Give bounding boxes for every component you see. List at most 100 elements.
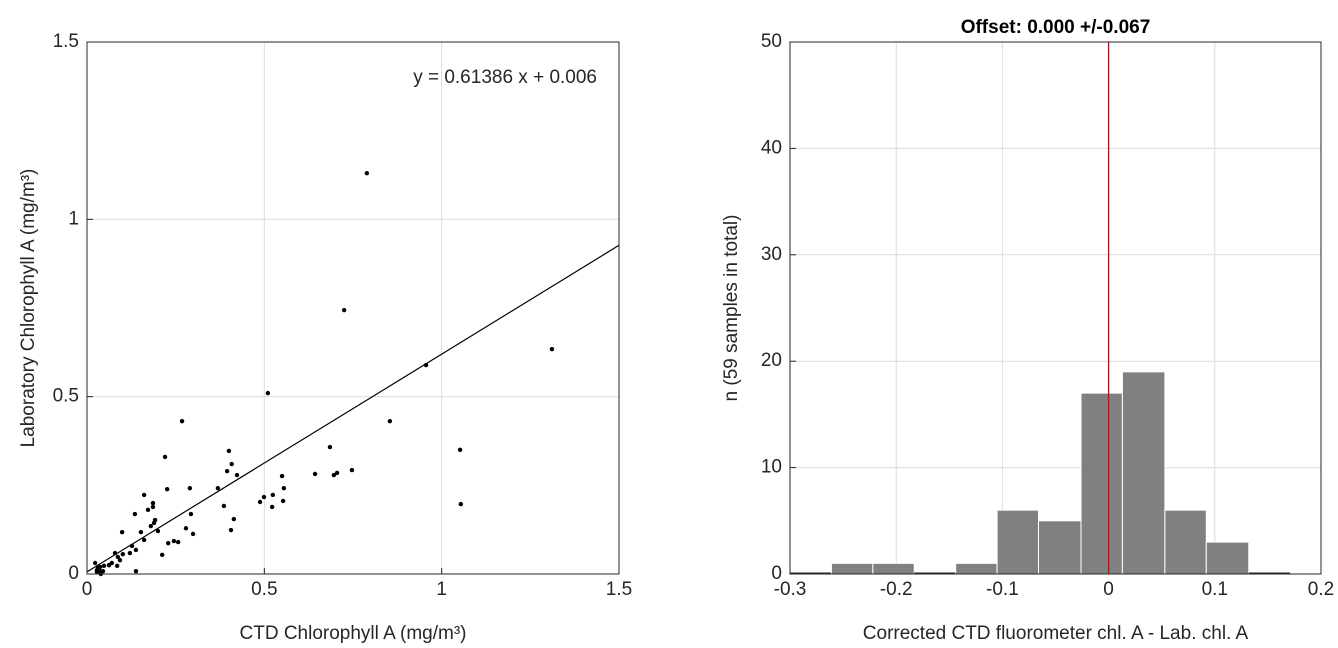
chart-title: Offset: 0.000 +/-0.067	[961, 17, 1151, 38]
point	[133, 568, 139, 574]
y-tick-label: 1	[68, 208, 79, 229]
x-tick-label: 0.1	[1202, 579, 1228, 600]
point	[120, 551, 126, 557]
bar	[1080, 392, 1123, 575]
point	[265, 390, 271, 396]
point	[117, 557, 123, 563]
point	[94, 569, 100, 575]
point	[279, 473, 285, 479]
bar	[872, 562, 915, 575]
point	[364, 171, 370, 176]
point	[327, 444, 333, 450]
point	[132, 511, 138, 517]
y-tick-label: 0	[68, 563, 79, 584]
bar	[1164, 509, 1207, 575]
point	[334, 470, 340, 476]
point	[141, 537, 147, 543]
point	[150, 500, 156, 506]
point	[162, 454, 168, 460]
point	[281, 485, 287, 491]
point	[224, 468, 230, 474]
point	[349, 467, 355, 473]
y-tick-label: 20	[761, 350, 782, 371]
y-tick-label: 0	[771, 563, 782, 584]
x-tick-label: 0	[1103, 579, 1114, 600]
point	[215, 485, 221, 491]
point	[228, 527, 234, 533]
point	[270, 492, 276, 498]
bar	[1121, 371, 1166, 575]
x-tick-label: 1	[436, 579, 447, 600]
point	[234, 472, 240, 478]
bar	[1038, 520, 1082, 575]
point	[331, 472, 337, 478]
point	[229, 461, 234, 467]
y-tick-label: 1.5	[53, 31, 79, 52]
point	[164, 487, 170, 492]
point	[141, 492, 147, 498]
point	[101, 563, 107, 569]
point	[115, 554, 121, 560]
point	[312, 471, 318, 477]
point	[190, 531, 196, 537]
point	[138, 529, 144, 535]
y-tick-label: 0.5	[53, 386, 79, 407]
y-axis-label: Laboratory Chlorophyll A (mg/m³)	[18, 169, 39, 448]
annotation: y = 0.61386 x + 0.006	[413, 67, 597, 88]
point	[145, 507, 151, 513]
bar	[955, 562, 998, 575]
point	[148, 523, 154, 529]
point	[114, 563, 120, 569]
x-axis-label: CTD Chlorophyll A (mg/m³)	[240, 623, 467, 644]
point	[106, 562, 112, 568]
point	[175, 539, 181, 545]
point	[231, 516, 237, 522]
y-axis-label: n (59 samples in total)	[721, 215, 742, 402]
x-tick-label: 0.2	[1308, 579, 1334, 600]
point	[179, 418, 185, 424]
point	[341, 307, 347, 313]
point	[221, 503, 227, 509]
x-tick-label: 0.5	[251, 579, 277, 600]
panel: -0.3 -0.2 -0.1 0 0.1 0.2 0 10 20 30 40 50 Offset: 0.…	[721, 17, 1334, 644]
plot-frame	[86, 41, 620, 575]
bar	[1205, 541, 1250, 575]
point	[92, 560, 98, 566]
bar	[830, 562, 874, 575]
point	[280, 498, 286, 504]
point	[119, 529, 125, 535]
panel: 0 0.5 1 1.5 0 0.5 1 1.5 y = 0.61386 x + 0.006 CTD…	[18, 31, 632, 644]
point	[549, 346, 555, 352]
point	[150, 504, 156, 510]
x-tick-label: -0.2	[880, 579, 913, 600]
x-tick-label: 0	[82, 579, 93, 600]
point	[155, 528, 161, 534]
plot-frame	[789, 41, 1322, 575]
point	[159, 552, 165, 558]
point	[183, 526, 189, 531]
point	[187, 485, 193, 491]
x-tick-label: -0.1	[986, 579, 1019, 600]
point	[457, 447, 463, 453]
point	[151, 520, 157, 526]
point	[261, 494, 267, 500]
point	[166, 540, 171, 546]
y-tick-label: 10	[761, 457, 782, 478]
y-tick-label: 40	[761, 137, 782, 158]
point	[188, 511, 194, 517]
fit-line	[86, 244, 620, 573]
x-tick-label: -0.3	[774, 579, 807, 600]
bar	[996, 509, 1040, 575]
y-tick-label: 50	[761, 31, 782, 52]
y-tick-label: 30	[761, 244, 782, 265]
point	[127, 550, 133, 556]
point	[226, 448, 232, 454]
point	[257, 499, 263, 505]
point	[133, 547, 139, 553]
point	[458, 501, 464, 507]
point	[171, 538, 177, 544]
point	[269, 504, 275, 510]
x-axis-label: Corrected CTD fluorometer chl. A - Lab. …	[863, 623, 1249, 644]
point	[387, 418, 393, 424]
